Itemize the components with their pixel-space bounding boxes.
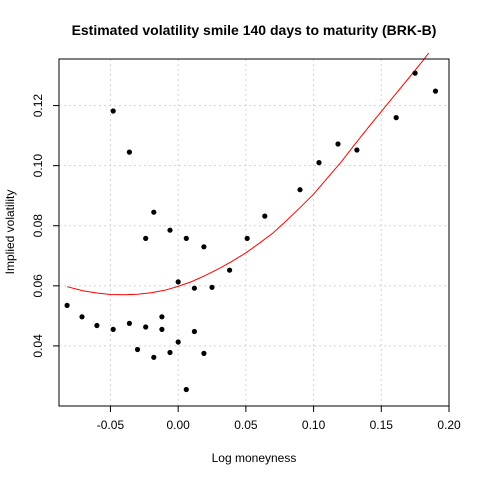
x-tick-label: 0.05 bbox=[234, 418, 258, 432]
data-point bbox=[134, 346, 141, 353]
y-tick-label: 0.10 bbox=[31, 154, 45, 178]
data-point bbox=[151, 209, 157, 215]
x-axis: -0.05 0.00 0.05 0.10 0.15 0.20 bbox=[97, 406, 461, 432]
grid bbox=[59, 59, 450, 406]
x-tick-label: 0.20 bbox=[437, 418, 461, 432]
data-point bbox=[209, 284, 215, 290]
data-points-layer bbox=[64, 70, 439, 393]
data-point bbox=[393, 115, 399, 121]
y-tick-label: 0.08 bbox=[31, 214, 45, 238]
data-point bbox=[175, 279, 181, 285]
x-tick-label: 0.10 bbox=[302, 418, 326, 432]
y-tick-label: 0.12 bbox=[31, 94, 45, 118]
data-point bbox=[143, 324, 149, 330]
data-point bbox=[262, 213, 268, 219]
data-point bbox=[151, 354, 157, 360]
y-tick-label: 0.04 bbox=[31, 334, 45, 358]
data-point bbox=[227, 267, 233, 273]
data-point bbox=[126, 149, 132, 155]
data-point bbox=[175, 339, 181, 345]
data-point bbox=[167, 349, 173, 356]
y-tick-label: 0.06 bbox=[31, 274, 45, 298]
data-point bbox=[159, 326, 165, 332]
x-tick-label: 0.00 bbox=[166, 418, 190, 432]
data-point bbox=[167, 227, 173, 233]
data-point bbox=[201, 350, 207, 356]
fitted-curve bbox=[66, 52, 430, 296]
data-point bbox=[297, 187, 303, 193]
data-point bbox=[412, 70, 418, 76]
data-point bbox=[64, 302, 70, 308]
y-axis: 0.04 0.06 0.08 0.10 0.12 bbox=[31, 94, 59, 358]
data-point bbox=[183, 386, 189, 393]
fitted-curve-layer bbox=[66, 52, 430, 296]
data-point bbox=[201, 244, 207, 250]
data-point bbox=[94, 322, 100, 329]
data-point bbox=[110, 108, 116, 114]
data-point bbox=[432, 88, 439, 94]
data-point bbox=[126, 320, 132, 326]
data-point bbox=[335, 141, 341, 147]
data-point bbox=[191, 328, 197, 335]
data-point bbox=[316, 160, 322, 166]
data-point bbox=[110, 326, 116, 332]
data-point bbox=[183, 235, 189, 241]
data-point bbox=[79, 314, 85, 320]
data-point bbox=[143, 235, 149, 241]
data-point bbox=[354, 147, 360, 153]
data-point bbox=[244, 235, 250, 241]
x-tick-label: -0.05 bbox=[97, 418, 125, 432]
y-axis-label: Implied volatility bbox=[3, 190, 17, 275]
data-point bbox=[191, 285, 197, 291]
x-tick-label: 0.15 bbox=[370, 418, 394, 432]
data-point bbox=[159, 314, 165, 320]
plot-frame bbox=[58, 58, 450, 407]
chart-title: Estimated volatility smile 140 days to m… bbox=[72, 22, 437, 38]
x-axis-label: Log moneyness bbox=[212, 451, 297, 465]
